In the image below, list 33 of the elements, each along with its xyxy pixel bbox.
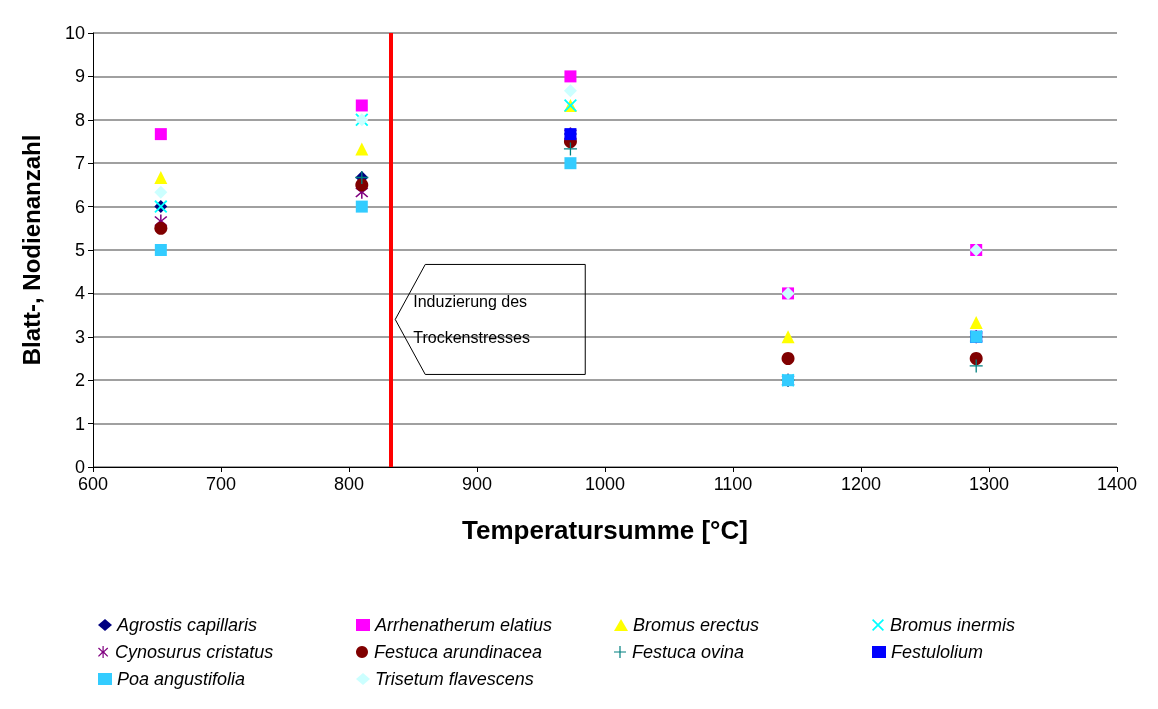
legend-label: Festuca ovina bbox=[632, 642, 745, 662]
x-tick-label: 800 bbox=[333, 474, 365, 494]
legend-label: Cynosurus cristatus bbox=[115, 642, 274, 662]
y-tick-label: 4 bbox=[74, 283, 85, 304]
y-tick-label: 6 bbox=[74, 196, 85, 217]
legend-label: Trisetum flavescens bbox=[375, 669, 534, 689]
y-tick-label: 1 bbox=[74, 413, 85, 434]
legend-label: Agrostis capillaris bbox=[116, 615, 258, 635]
legend-label: Festuca arundinacea bbox=[374, 642, 543, 662]
legend-label: Festulolium bbox=[891, 642, 984, 662]
x-tick-label: 1300 bbox=[968, 474, 1010, 494]
legend-label: Arrhenatherum elatius bbox=[374, 615, 553, 635]
x-axis-title: Temperatursumme [°C] bbox=[462, 515, 748, 545]
y-axis-title: Blatt-, Nodienanzahl bbox=[17, 134, 45, 366]
y-tick-label: 8 bbox=[74, 109, 85, 130]
x-tick-label: 1200 bbox=[840, 474, 882, 494]
x-tick-label: 1000 bbox=[584, 474, 626, 494]
x-tick-label: 600 bbox=[77, 474, 109, 494]
y-tick-label: 0 bbox=[74, 457, 85, 477]
x-tick-label: 700 bbox=[205, 474, 237, 494]
x-tick-label: 1400 bbox=[1096, 474, 1138, 494]
y-tick-label: 5 bbox=[74, 240, 85, 260]
y-tick-label: 3 bbox=[74, 326, 85, 347]
legend-label: Bromus inermis bbox=[890, 615, 1016, 635]
y-tick-label: 9 bbox=[74, 66, 85, 87]
y-tick-label: 2 bbox=[74, 370, 85, 391]
x-tick-label: 900 bbox=[461, 474, 493, 494]
y-tick-label: 7 bbox=[74, 153, 85, 174]
legend-label: Poa angustifolia bbox=[117, 669, 246, 689]
y-tick-label: 10 bbox=[64, 23, 85, 43]
ref-line-label: Induzierung des Trockenstresses bbox=[413, 292, 532, 346]
legend-label: Bromus erectus bbox=[633, 615, 760, 635]
x-tick-label: 1100 bbox=[713, 474, 753, 494]
